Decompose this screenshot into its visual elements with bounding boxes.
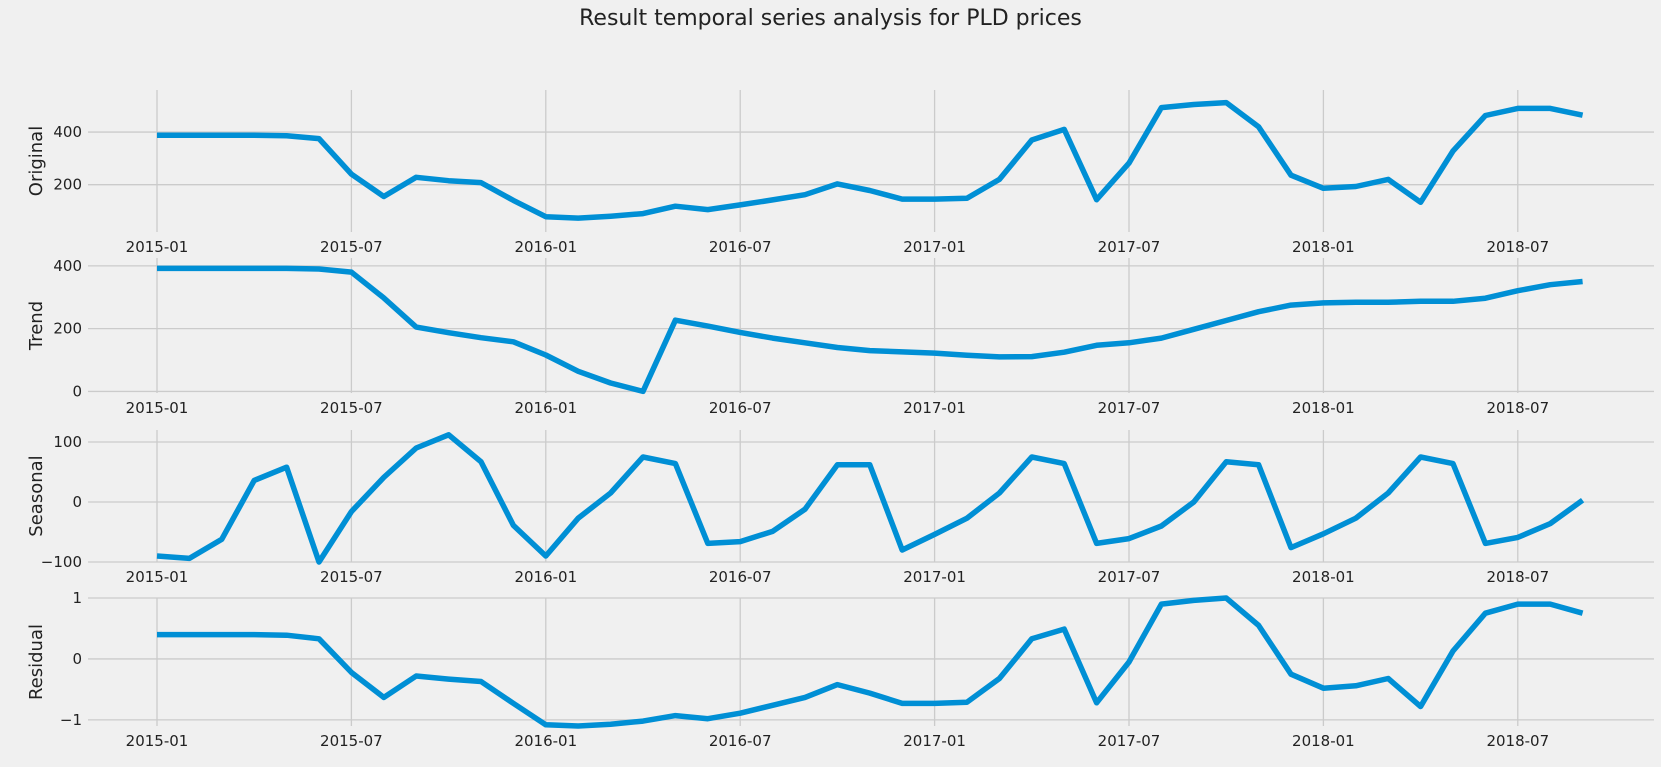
original-xtick-label: 2017-07 bbox=[1098, 238, 1161, 256]
seasonal-ytick-label: −100 bbox=[41, 553, 82, 571]
trend-xtick-label: 2018-07 bbox=[1486, 399, 1549, 417]
seasonal-series-line bbox=[156, 432, 1585, 565]
residual-xtick-label: 2015-07 bbox=[320, 732, 383, 750]
residual-ytick-label: −1 bbox=[60, 711, 82, 729]
trend-xtick-label: 2017-01 bbox=[903, 399, 966, 417]
trend-xtick-label: 2016-01 bbox=[514, 399, 577, 417]
seasonal-ytick-label: 0 bbox=[72, 493, 82, 511]
residual-xtick-label: 2017-07 bbox=[1098, 732, 1161, 750]
seasonal-ytick-label: 100 bbox=[53, 433, 82, 451]
figure-title: Result temporal series analysis for PLD … bbox=[579, 6, 1082, 31]
residual-xtick-label: 2015-01 bbox=[126, 732, 189, 750]
trend-ytick-label: 0 bbox=[72, 382, 82, 400]
original-xtick-label: 2017-01 bbox=[903, 238, 966, 256]
original-xtick-label: 2015-07 bbox=[320, 238, 383, 256]
trend-series-line bbox=[157, 265, 1583, 395]
trend-xtick-label: 2015-07 bbox=[320, 399, 383, 417]
residual-series-line bbox=[157, 595, 1584, 729]
residual-ytick-label: 1 bbox=[72, 589, 82, 607]
trend-xtick-label: 2017-07 bbox=[1098, 399, 1161, 417]
seasonal-xtick-label: 2017-07 bbox=[1098, 568, 1161, 586]
original-ylabel: Original bbox=[26, 126, 47, 196]
seasonal-xtick-label: 2016-07 bbox=[709, 568, 772, 586]
original-xtick-label: 2016-01 bbox=[514, 238, 577, 256]
seasonal-xtick-label: 2017-01 bbox=[903, 568, 966, 586]
original-xtick-label: 2016-07 bbox=[709, 238, 772, 256]
residual-xtick-label: 2018-01 bbox=[1292, 732, 1355, 750]
residual-xtick-label: 2017-01 bbox=[903, 732, 966, 750]
trend-xtick-label: 2016-07 bbox=[709, 399, 772, 417]
original-xtick-label: 2018-01 bbox=[1292, 238, 1355, 256]
trend-xtick-label: 2018-01 bbox=[1292, 399, 1355, 417]
trend-ytick-label: 400 bbox=[53, 257, 82, 275]
seasonal-xtick-label: 2018-07 bbox=[1486, 568, 1549, 586]
residual-ytick-label: 0 bbox=[72, 650, 82, 668]
residual-ylabel: Residual bbox=[26, 624, 47, 700]
original-ytick-label: 200 bbox=[53, 176, 82, 194]
trend-ylabel: Trend bbox=[26, 301, 47, 351]
residual-xtick-label: 2016-07 bbox=[709, 732, 772, 750]
residual-xtick-label: 2018-07 bbox=[1486, 732, 1549, 750]
seasonal-xtick-label: 2018-01 bbox=[1292, 568, 1355, 586]
residual-xtick-label: 2016-01 bbox=[514, 732, 577, 750]
seasonal-xtick-label: 2015-07 bbox=[320, 568, 383, 586]
trend-xtick-label: 2015-01 bbox=[126, 399, 189, 417]
seasonal-xtick-label: 2016-01 bbox=[514, 568, 577, 586]
original-xtick-label: 2018-07 bbox=[1486, 238, 1549, 256]
seasonal-xtick-label: 2015-01 bbox=[126, 568, 189, 586]
original-ytick-label: 400 bbox=[53, 123, 82, 141]
seasonal-ylabel: Seasonal bbox=[26, 455, 47, 536]
original-xtick-label: 2015-01 bbox=[126, 238, 189, 256]
original-series-line bbox=[157, 99, 1584, 221]
trend-ytick-label: 200 bbox=[53, 320, 82, 338]
